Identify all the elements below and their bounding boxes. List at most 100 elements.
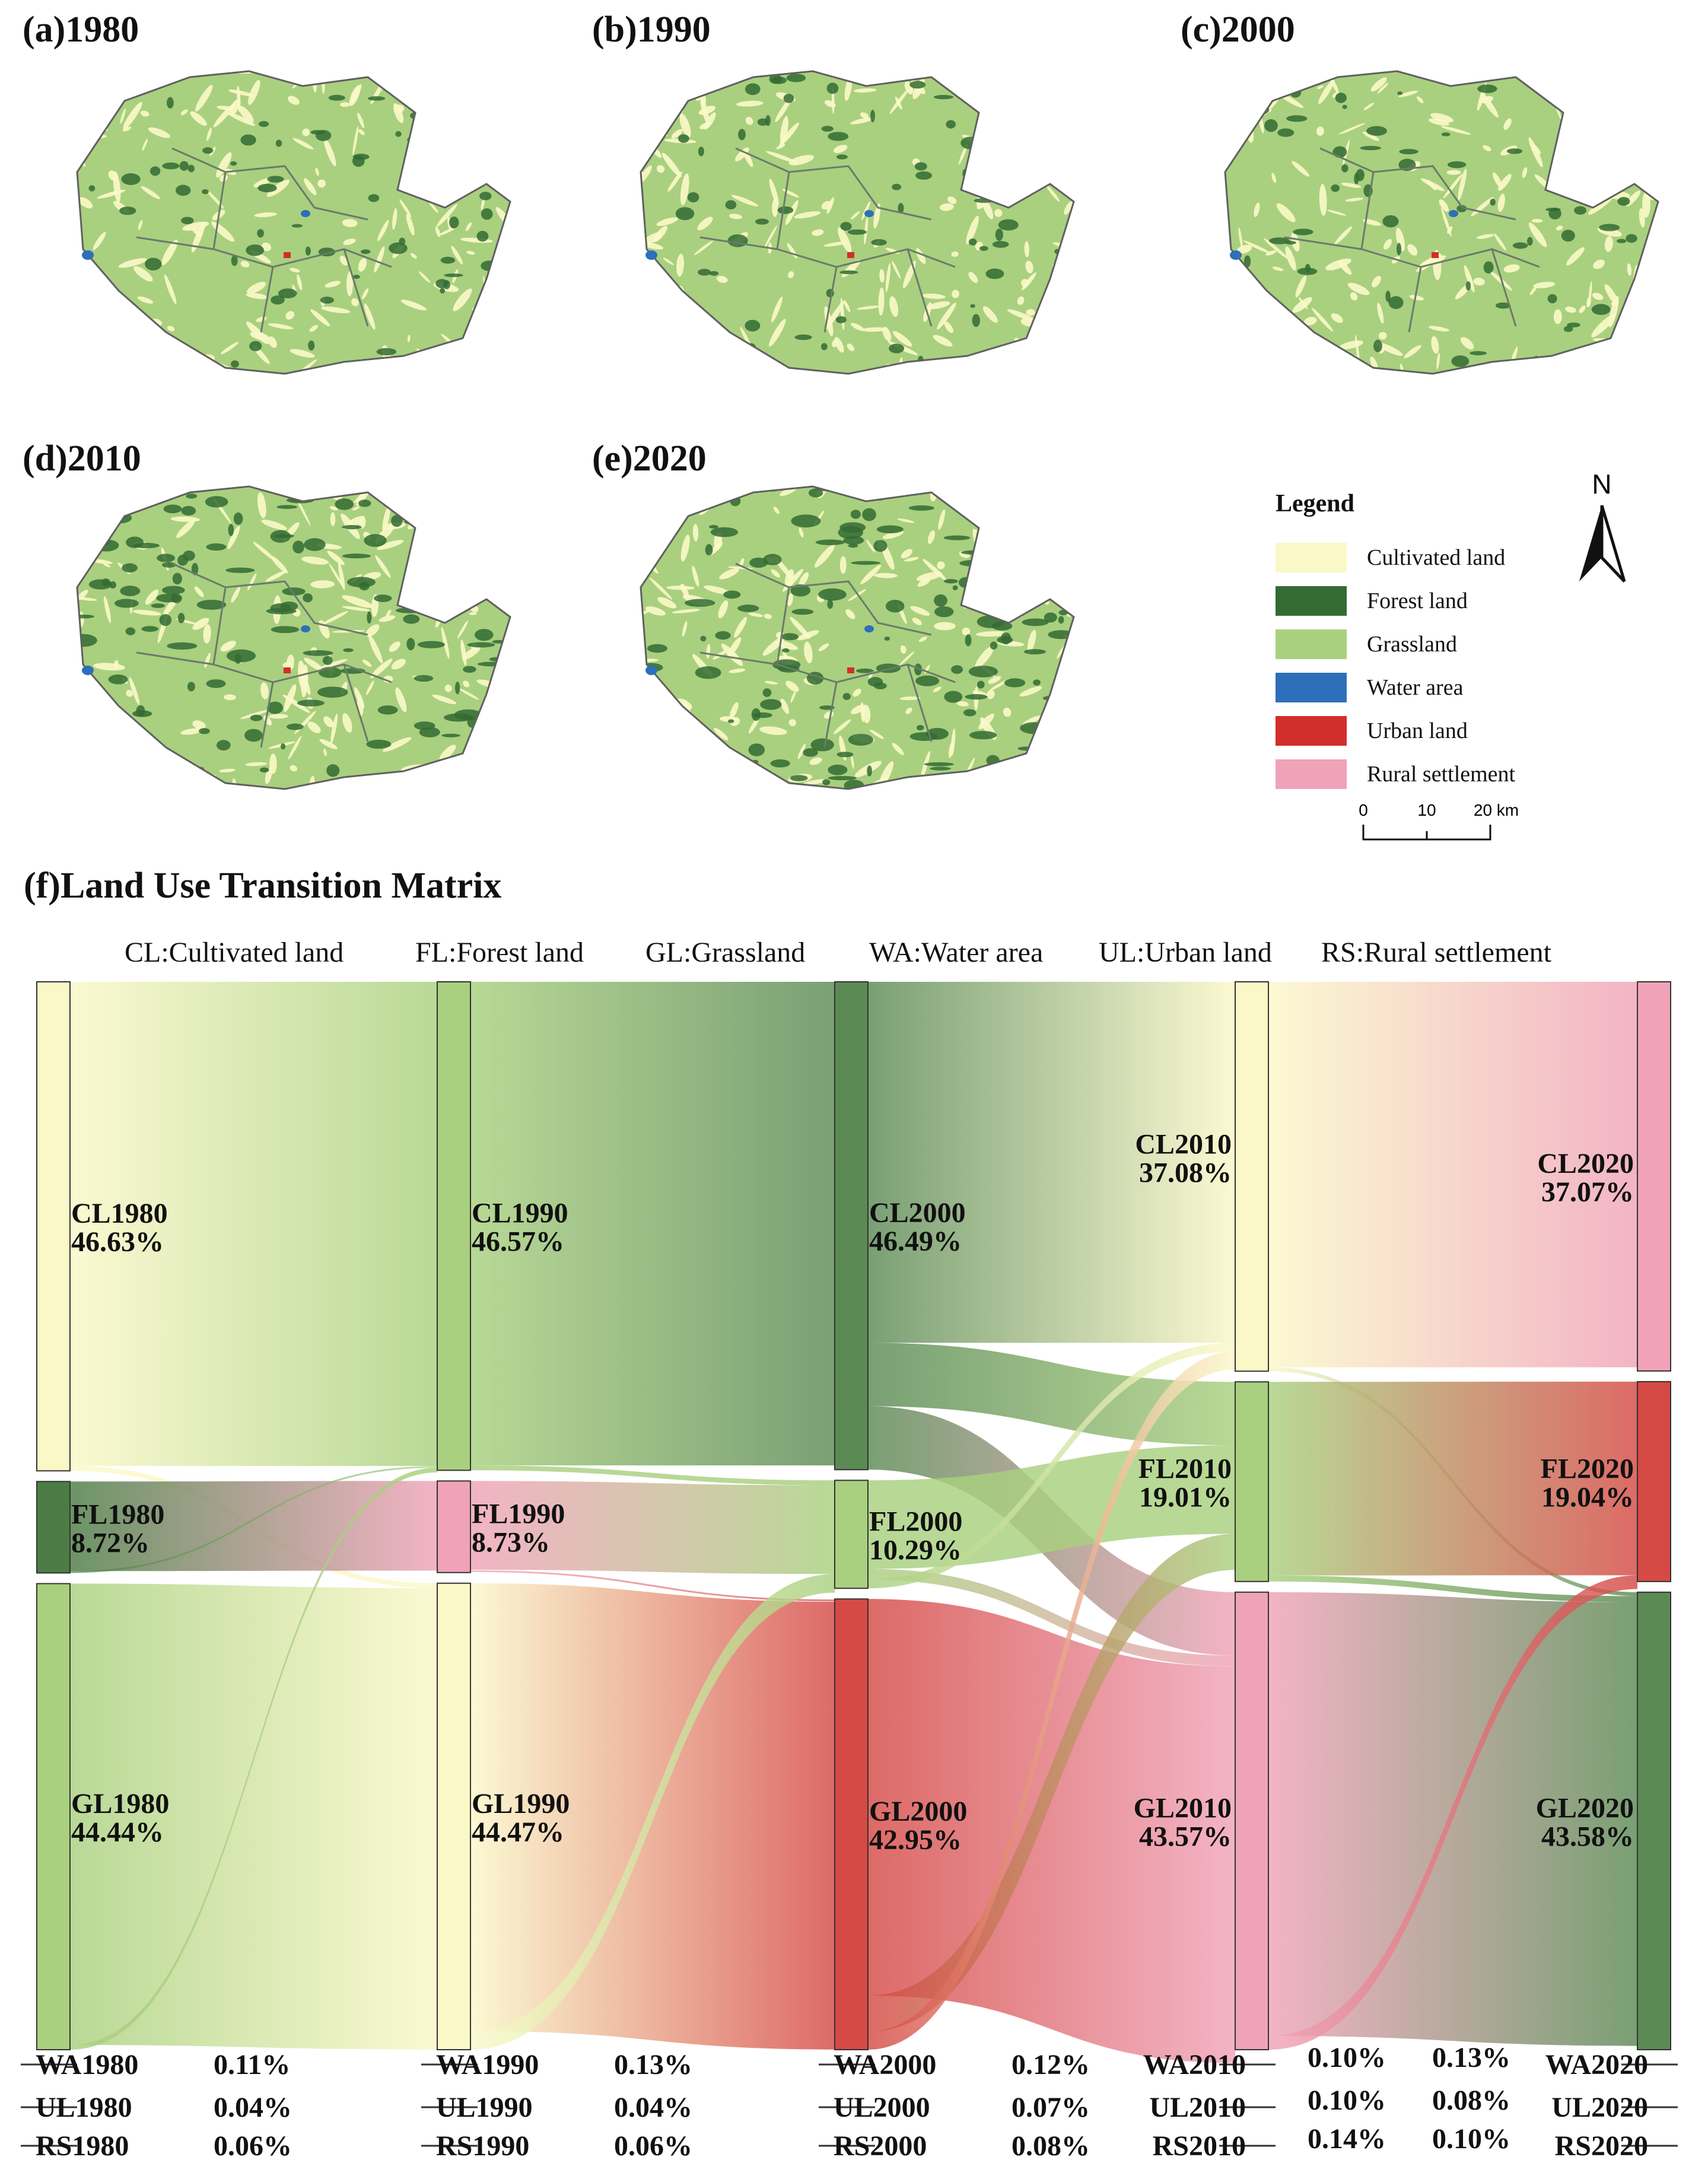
legend-swatch [1276, 672, 1347, 702]
node-value-WA2010: 0.10% [1308, 2042, 1386, 2073]
legend-swatch [1276, 629, 1347, 659]
flow-FL2010-to-FL2020 [1268, 1381, 1637, 1576]
panel-title-2020: (e)2020 [592, 438, 707, 479]
flow-FL1980-to-FL1990 [70, 1481, 437, 1572]
node-label-RS2000: RS2000 [834, 2130, 927, 2162]
node-bar-FL1990 [437, 1480, 471, 1573]
node-label-RS2010: RS2010 [1153, 2130, 1246, 2162]
flow-GL1980-to-CL1990 [70, 1468, 437, 2050]
node-value-FL2010: 19.01% [1139, 1482, 1232, 1513]
node-label-GL2000: GL2000 [869, 1796, 967, 1827]
node-value-RS2020: 0.10% [1432, 2123, 1510, 2155]
scale-tick-20: 20 km [1474, 801, 1519, 819]
node-value-CL2010: 37.08% [1139, 1157, 1232, 1188]
transition-matrix-title: (f)Land Use Transition Matrix [24, 866, 502, 906]
panel-title-2010: (d)2010 [23, 438, 141, 479]
node-value-UL1980: 0.04% [214, 2092, 292, 2123]
flow-CL1990-to-CL2000 [470, 982, 835, 1466]
node-bar-GL2020 [1637, 1591, 1671, 2050]
node-bar-CL2010 [1235, 981, 1269, 1372]
node-value-UL1990: 0.04% [614, 2092, 692, 2123]
land-use-map-1990 [640, 70, 1075, 375]
node-label-WA2000: WA2000 [834, 2049, 936, 2081]
node-value-GL1980: 44.44% [71, 1817, 164, 1848]
legend-swatch [1276, 759, 1347, 789]
node-value-RS2000: 0.08% [1012, 2130, 1090, 2162]
legend-item-cultivated: Cultivated land [1276, 536, 1667, 579]
abbr-grassland: GL:Grassland [645, 937, 806, 968]
flow-CL2000-to-CL2010 [868, 982, 1235, 1343]
node-value-GL2000: 42.95% [869, 1824, 962, 1856]
node-label-RS1980: RS1980 [36, 2130, 129, 2162]
node-label-WA1980: WA1980 [36, 2049, 138, 2081]
node-label-CL2000: CL2000 [869, 1197, 966, 1229]
node-value-WA2000: 0.12% [1012, 2049, 1090, 2081]
legend-label: Rural settlement [1367, 761, 1516, 787]
node-value-FL2000: 10.29% [869, 1534, 962, 1566]
node-bar-FL2000 [834, 1480, 869, 1589]
node-label-CL2010: CL2010 [1135, 1128, 1232, 1160]
node-label-FL1980: FL1980 [71, 1499, 164, 1530]
node-label-FL2020: FL2020 [1541, 1453, 1634, 1484]
node-label-WA2010: WA2010 [1143, 2049, 1246, 2081]
node-value-GL2020: 43.58% [1541, 1821, 1634, 1852]
node-bar-GL2000 [834, 1598, 869, 2050]
node-value-WA2020: 0.13% [1432, 2042, 1510, 2073]
node-value-FL1980: 8.72% [71, 1527, 150, 1558]
node-bar-GL2010 [1235, 1591, 1269, 2050]
legend-swatch [1276, 542, 1347, 572]
node-bar-CL2000 [834, 981, 869, 1471]
flow-CL2000-to-FL2010 [868, 1343, 1235, 1446]
flow-CL1980-to-CL1990 [70, 982, 437, 1467]
node-label-GL2010: GL2010 [1134, 1792, 1232, 1824]
node-value-GL1990: 44.47% [472, 1817, 564, 1848]
node-value-UL2010: 0.10% [1308, 2085, 1386, 2116]
legend-label: Forest land [1367, 588, 1468, 613]
land-use-map-2000 [1224, 70, 1659, 375]
scale-tick-10: 10 [1417, 801, 1436, 819]
node-label-UL2010: UL2010 [1149, 2092, 1246, 2123]
flow-FL2000-to-FL2010 [868, 1445, 1235, 1569]
flow-FL1980-to-CL1990 [69, 1466, 438, 1573]
node-label-CL1980: CL1980 [71, 1198, 168, 1229]
legend-label: Water area [1367, 675, 1464, 700]
panel-title-1990: (b)1990 [592, 9, 711, 50]
node-label-UL2020: UL2020 [1551, 2092, 1648, 2123]
legend-swatch [1276, 715, 1347, 746]
abbr-rural: RS:Rural settlement [1321, 937, 1551, 968]
flow-FL2010-to-GL2020 [1268, 1575, 1637, 1602]
flow-FL1990-to-FL2000 [470, 1481, 835, 1574]
node-label-WA1990: WA1990 [436, 2049, 539, 2081]
node-value-RS1980: 0.06% [214, 2130, 292, 2162]
node-value-CL2020: 37.07% [1541, 1176, 1634, 1208]
legend-label: Grassland [1367, 631, 1457, 657]
land-use-map-1980 [76, 70, 511, 375]
abbr-water: WA:Water area [869, 937, 1044, 968]
legend-label: Urban land [1367, 718, 1468, 743]
node-label-FL1990: FL1990 [472, 1499, 565, 1530]
node-value-UL2020: 0.08% [1432, 2085, 1510, 2116]
map-legend: Legend Cultivated land Forest land Grass… [1276, 489, 1667, 863]
node-value-RS1990: 0.06% [614, 2130, 692, 2162]
node-bar-CL1990 [437, 981, 471, 1471]
node-bar-FL2010 [1235, 1381, 1269, 1582]
flow-GL2010-to-FL2020 [1268, 1575, 1637, 2050]
north-arrow-icon: N [1579, 469, 1626, 583]
node-label-CL2020: CL2020 [1537, 1148, 1634, 1179]
legend-item-rural: Rural settlement [1276, 752, 1667, 796]
panel-title-1980: (a)1980 [23, 9, 139, 50]
node-value-GL2010: 43.57% [1139, 1821, 1232, 1852]
flow-GL2000-to-FL2010 [868, 1534, 1235, 2032]
legend-item-grassland: Grassland [1276, 622, 1667, 666]
legend-swatch [1276, 586, 1347, 616]
legend-item-urban: Urban land [1276, 709, 1667, 752]
node-label-UL2000: UL2000 [834, 2092, 930, 2123]
legend-item-forest: Forest land [1276, 579, 1667, 622]
node-value-CL1990: 46.57% [472, 1226, 564, 1258]
node-label-WA2020: WA2020 [1545, 2049, 1648, 2081]
legend-title: Legend [1276, 490, 1355, 517]
flow-GL1990-to-FL2000 [470, 1574, 835, 2050]
node-label-CL1990: CL1990 [472, 1198, 568, 1229]
flow-CL1990-to-FL2000 [470, 1465, 835, 1485]
